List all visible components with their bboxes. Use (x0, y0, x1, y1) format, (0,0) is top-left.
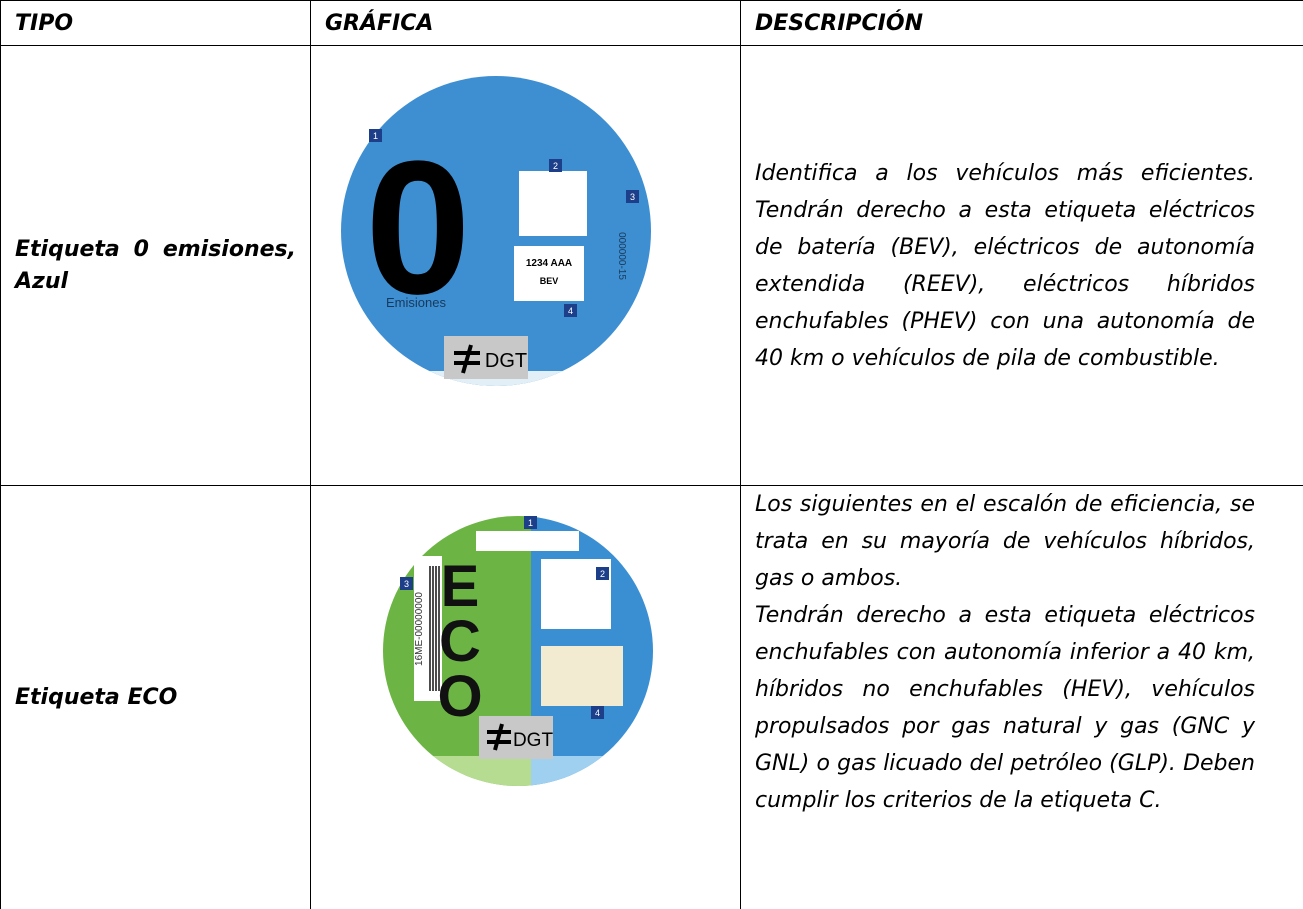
marker: 4 (568, 306, 573, 316)
caption: Emisiones (386, 295, 446, 310)
description: Identifica a los vehículos más eficiente… (755, 160, 1255, 371)
row: Etiqueta ECO 16ME-00000000 E C (0, 485, 1303, 909)
eco-sticker: 16ME-00000000 E C O DGT 1 2 3 (383, 516, 653, 786)
header-cell: TIPO (0, 0, 311, 46)
marker: 2 (553, 161, 558, 171)
eco-letter: O (437, 664, 482, 729)
fuel: BEV (540, 276, 559, 286)
graphic-cell: 16ME-00000000 E C O DGT 1 2 3 (310, 485, 741, 909)
marker: 3 (630, 192, 635, 202)
serial: 16ME-00000000 (414, 592, 425, 666)
header-cell: DESCRIPCIÓN (740, 0, 1303, 46)
type-cell: Etiqueta ECO (0, 485, 311, 909)
marker: 1 (373, 131, 378, 141)
marker: 2 (600, 569, 605, 579)
eco-letter: E (441, 554, 480, 619)
marker: 4 (595, 708, 600, 718)
brand: DGT (513, 730, 554, 751)
description-cell: Los siguientes en el escalón de eficienc… (740, 485, 1303, 909)
header-cell: GRÁFICA (310, 0, 741, 46)
marker: 3 (404, 579, 409, 589)
brand: DGT (485, 350, 527, 372)
description: Los siguientes en el escalón de eficienc… (755, 492, 1255, 591)
marker: 1 (528, 518, 533, 528)
big-zero: 0 (365, 122, 471, 334)
serial: 000000-15 (616, 232, 627, 280)
graphic-cell: 0 Emisiones 1234 AAA BEV 000000-15 DGT 1… (310, 45, 741, 486)
plate: 1234 AAA (526, 258, 572, 269)
eco-letter: C (439, 609, 481, 674)
type-cell: Etiqueta 0 emisiones, Azul (0, 45, 311, 486)
zero-sticker: 0 Emisiones 1234 AAA BEV 000000-15 DGT 1… (341, 76, 651, 386)
description: Tendrán derecho a esta etiqueta eléctric… (755, 603, 1255, 813)
row: Etiqueta 0 emisiones, Azul 0 Emisiones 1… (0, 45, 1303, 486)
description-cell: Identifica a los vehículos más eficiente… (740, 45, 1303, 486)
header-row: TIPO GRÁFICA DESCRIPCIÓN (0, 0, 1303, 46)
